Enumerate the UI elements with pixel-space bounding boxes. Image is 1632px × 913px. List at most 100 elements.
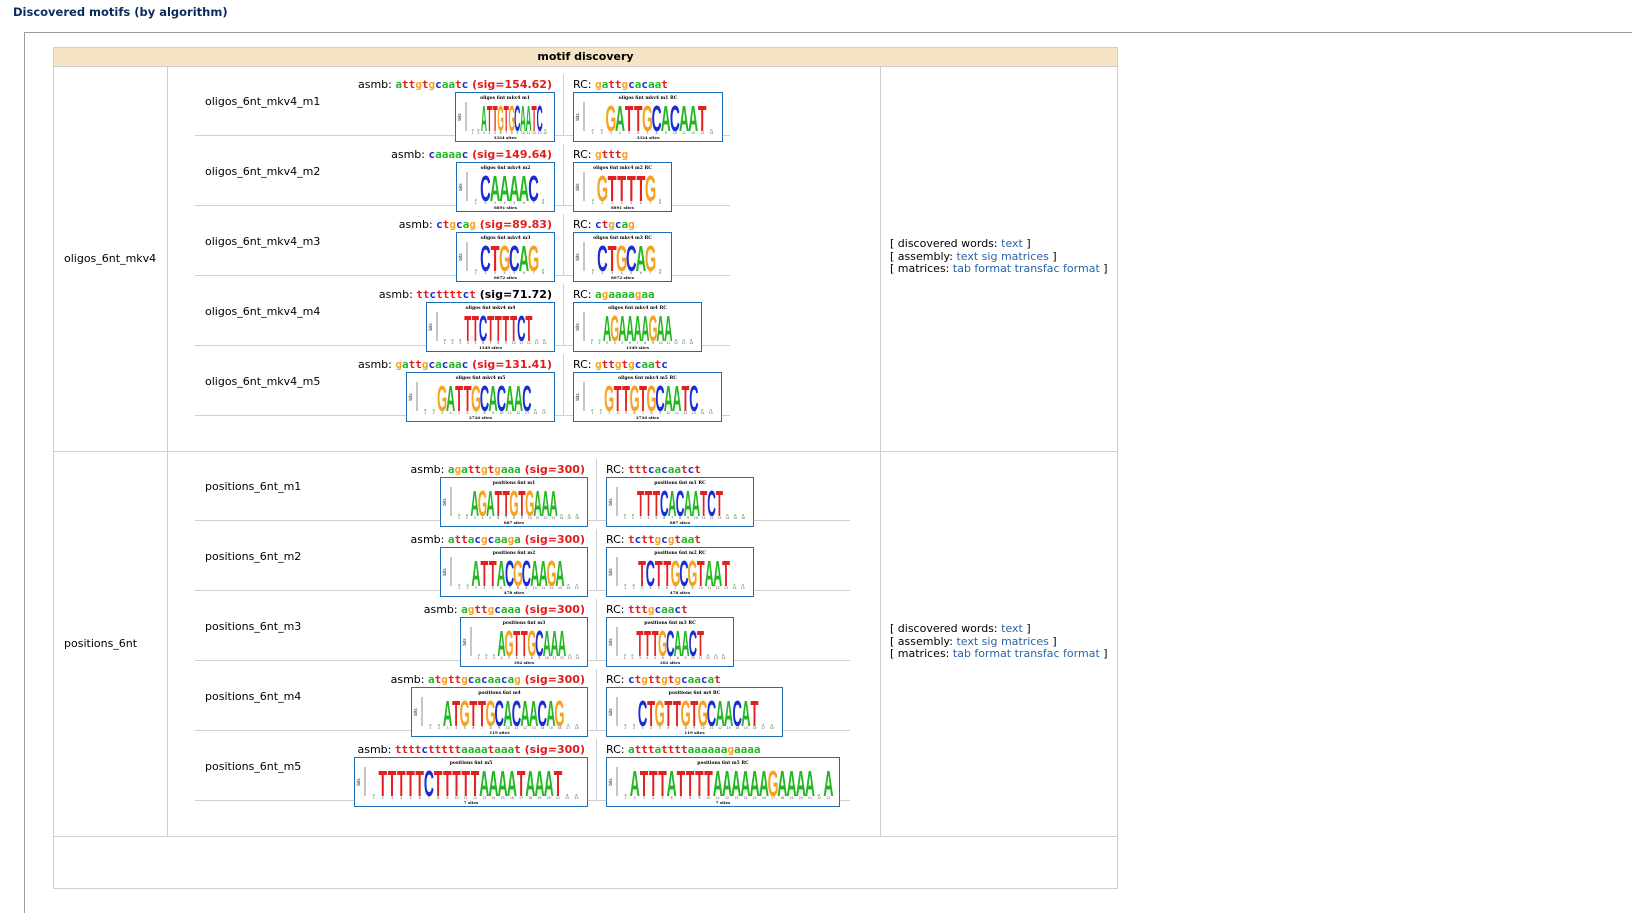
svg-text:15: 15: [744, 726, 748, 730]
logo-sites: 119 sites: [489, 730, 510, 735]
svg-text:A: A: [443, 693, 452, 734]
logo-sites: 2726 sites: [469, 415, 493, 420]
svg-text:T: T: [462, 763, 471, 804]
svg-text:C: C: [479, 309, 487, 349]
svg-text:A: A: [724, 693, 733, 734]
rc-label: RC:: [573, 288, 595, 301]
svg-text:2: 2: [477, 131, 479, 135]
svg-text:14: 14: [543, 131, 547, 135]
rc-label: RC:: [573, 78, 595, 91]
svg-text:9: 9: [525, 586, 527, 590]
svg-text:A: A: [740, 763, 750, 804]
svg-text:C: C: [517, 309, 525, 349]
svg-text:A: A: [684, 484, 693, 524]
svg-text:12: 12: [718, 726, 722, 730]
svg-text:C: C: [514, 98, 520, 139]
algorithm-name: oligos_6nt_mkv4: [64, 252, 157, 265]
rc-caption: RC: ctgcag: [573, 218, 635, 231]
rc-sequence: gttgtgcaatc: [594, 358, 668, 371]
logo-sites: 8072 sites: [494, 275, 518, 280]
assembly-sequence: gattgcacaac: [395, 358, 469, 371]
svg-text:A: A: [549, 484, 558, 524]
svg-text:17: 17: [519, 796, 523, 800]
svg-text:T: T: [644, 624, 651, 664]
logo-sites: 887 sites: [670, 520, 691, 525]
svg-text:13: 13: [551, 516, 555, 520]
matrices-transfac-format-link[interactable]: transfac format: [1014, 647, 1100, 660]
svg-text:A: A: [541, 484, 550, 524]
svg-text:a: a: [576, 582, 579, 587]
assembly-text-link[interactable]: text: [956, 634, 979, 648]
assembly-sig-link[interactable]: sig: [981, 249, 998, 263]
svg-text:G: G: [768, 763, 779, 804]
svg-text:5: 5: [655, 516, 657, 520]
svg-text:3: 3: [608, 411, 610, 415]
svg-text:A: A: [488, 378, 497, 419]
svg-text:C: C: [480, 378, 489, 419]
assembly-text-link[interactable]: text: [956, 249, 979, 263]
sequence-logo[interactable]: positions 6nt m3 302 sites bits 1 a 2 a 3 a 4 A 5 G 6…: [460, 617, 588, 667]
svg-text:5: 5: [508, 656, 510, 660]
rc-caption: RC: ctgttgtgcaacat: [606, 673, 721, 686]
svg-text:2: 2: [601, 131, 603, 135]
logo-sites: 8072 sites: [611, 275, 635, 280]
svg-text:4: 4: [646, 656, 648, 660]
motif-name: positions_6nt_m1: [205, 480, 302, 493]
rc-sequence-logo[interactable]: oligos 6nt mkv4 m4 RC 1349 sites bits 1 a 2 a 3…: [573, 302, 702, 352]
rc-sequence-logo[interactable]: positions 6nt m4 RC 119 sites bits 1 a 2 a 3 C 4 T…: [606, 687, 783, 737]
logo-title: oligos 6nt mkv4 m5: [456, 375, 506, 381]
discovered-words-text-link[interactable]: text: [1001, 622, 1023, 635]
matrices-transfac-format-link[interactable]: transfac format: [1014, 262, 1100, 275]
sequence-logo[interactable]: positions 6nt m5 7 sites bits 1 a 2 T 3 T 4 T 5 T 6 T 7…: [354, 757, 588, 807]
sequence-logo[interactable]: positions 6nt m1 887 sites bits 1 a 2 a 3 A 4 G 5 A 6…: [440, 477, 588, 527]
assembly-caption: asmb: agattgtgaaa (sig=300): [410, 463, 585, 476]
svg-text:a: a: [575, 792, 578, 797]
svg-text:a: a: [624, 652, 627, 657]
matrices-tab-format-link[interactable]: tab format: [952, 647, 1012, 660]
rc-sequence-logo[interactable]: positions 6nt m1 RC 887 sites bits 1 a 2 a 3 T 4 T…: [606, 477, 754, 527]
svg-text:10: 10: [707, 796, 711, 800]
svg-text:T: T: [653, 484, 661, 524]
svg-text:C: C: [707, 693, 716, 734]
svg-text:C: C: [537, 98, 543, 139]
svg-text:12: 12: [523, 726, 527, 730]
assembly-matrices-link[interactable]: matrices: [1000, 634, 1049, 648]
svg-text:8: 8: [437, 796, 439, 800]
svg-text:2: 2: [485, 656, 487, 660]
assembly-sig-link[interactable]: sig: [981, 634, 998, 648]
logo-divider: [563, 74, 564, 136]
rc-label: RC:: [606, 743, 628, 756]
svg-text:9: 9: [516, 131, 518, 135]
sequence-logo[interactable]: positions 6nt m2 478 sites bits 1 a 2 a 3 A 4 T 5 T 6…: [440, 547, 588, 597]
sequence-logo[interactable]: positions 6nt m4 119 sites bits 1 a 2 a 3 A 4 T 5 G 6…: [411, 687, 588, 737]
discovered-words-text-link[interactable]: text: [1001, 237, 1023, 250]
rc-sequence-logo[interactable]: oligos 6nt mkv4 m5 RC 2726 sites bits 1 a 2 a 3…: [573, 372, 722, 422]
svg-text:a: a: [771, 722, 774, 727]
rc-sequence-logo[interactable]: positions 6nt m5 RC 7 sites bits 1 a 2 A 3 T 4 T 5 T…: [606, 757, 840, 807]
sequence-logo[interactable]: oligos 6nt mkv4 m3 8072 sites bits 1 a 2 C 3 T 4 G…: [456, 232, 555, 282]
svg-text:T: T: [622, 378, 630, 419]
matrices-tab-format-link[interactable]: tab format: [952, 262, 1012, 275]
sequence-logo[interactable]: oligos 6nt mkv4 m2 8891 sites bits 1 a 2 C 3 A 4 A…: [456, 162, 555, 212]
sequence-logo[interactable]: oligos 6nt mkv4 m4 1349 sites bits 1 a 2 a 3 a 4 T…: [426, 302, 555, 352]
svg-text:2: 2: [633, 726, 635, 730]
assembly-label: asmb:: [378, 288, 417, 301]
svg-text:3: 3: [494, 271, 496, 275]
svg-text:7: 7: [650, 271, 652, 275]
rc-sequence-logo[interactable]: oligos 6nt mkv4 m3 RC 8072 sites bits 1 a 2 C 3…: [573, 232, 672, 282]
svg-text:4: 4: [621, 271, 623, 275]
rc-sequence-logo[interactable]: positions 6nt m3 RC 302 sites bits 1 a 2 a 3 T 4 T…: [606, 617, 734, 667]
rc-sequence-logo[interactable]: positions 6nt m2 RC 478 sites bits 1 a 2 a 3 T 4 C…: [606, 547, 754, 597]
logo-axis-label: bits: [608, 778, 613, 785]
svg-text:8: 8: [679, 516, 681, 520]
logo-divider: [563, 144, 564, 206]
svg-text:C: C: [670, 98, 680, 139]
sequence-logo[interactable]: oligos 6nt mkv4 m1 3324 sites bits 1 a 2 a 3 A 4 T…: [455, 92, 555, 142]
svg-text:6: 6: [497, 516, 499, 520]
svg-text:8: 8: [490, 726, 492, 730]
rc-sequence-logo[interactable]: oligos 6nt mkv4 m2 RC 8891 sites bits 1 a 2 G 3…: [573, 162, 672, 212]
rc-sequence-logo[interactable]: oligos 6nt mkv4 m1 RC 3324 sites bits 1 a 2 a 3…: [573, 92, 723, 142]
svg-text:a: a: [733, 582, 736, 587]
sequence-logo[interactable]: oligos 6nt mkv4 m5 2726 sites bits 1 a 2 a 3 G 4 A…: [406, 372, 555, 422]
assembly-matrices-link[interactable]: matrices: [1000, 249, 1049, 263]
